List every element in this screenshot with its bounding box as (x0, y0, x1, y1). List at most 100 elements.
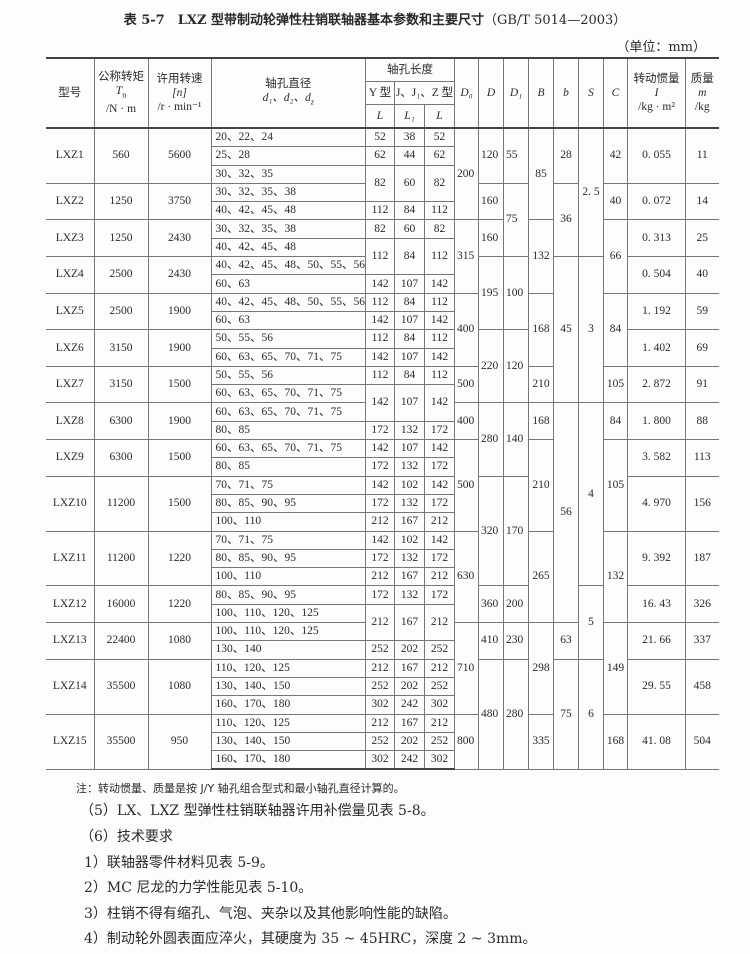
header-D0: D₀ (454, 57, 479, 129)
cell-shaft: 50、55、56 (210, 365, 366, 386)
cell-J: 202 (394, 640, 425, 660)
cell-speed: 1500 (147, 439, 212, 477)
cell-model: LXZ10 (46, 475, 95, 532)
cell-C: 132 (603, 530, 628, 624)
cell-C: 149 (603, 622, 628, 715)
cell-J: 107 (394, 347, 425, 367)
cell-J: 132 (394, 420, 425, 441)
cell-model: LXZ15 (46, 713, 95, 770)
paragraph: 3）柱销不得有缩孔、气泡、夹杂以及其他影响性能的缺陷。 (84, 906, 457, 922)
paragraph: （6）技术要求 (80, 829, 173, 845)
header-B: B (528, 57, 554, 129)
header-y-type: Y 型 (365, 81, 395, 105)
table-row: 130、140、150 252 202 252 (46, 676, 719, 697)
cell-D0: 630 (454, 530, 479, 624)
cell-D1: 120 (503, 329, 529, 404)
cell-shaft: 70、71、75 (210, 475, 366, 495)
cell-B: 265 (528, 530, 554, 624)
cell-Y: 112 (365, 201, 395, 221)
table-row: 25、28 62 44 62 (46, 146, 719, 166)
b-symbol: b (563, 87, 569, 99)
L-symbol: L (376, 110, 384, 122)
cell-Y: 172 (365, 548, 395, 569)
table-row: 100、110、120、125 212 167 212 (46, 603, 719, 642)
cell-shaft: 30、32、35、38 (210, 182, 366, 203)
cell-Y: 212 (365, 658, 395, 678)
cell-speed: 2430 (147, 256, 212, 294)
mass-symbol: m (698, 87, 707, 99)
cell-Z: 142 (424, 439, 455, 459)
cell-shaft: 80、85、90、95 (211, 548, 366, 569)
cell-torque: 560 (93, 127, 149, 184)
header-bore-length: 轴孔长度 (365, 57, 455, 82)
cell-m: 91 (685, 365, 719, 404)
torque-label: 公称转矩 (98, 70, 144, 83)
cell-D: 195 (478, 256, 504, 331)
cell-Y: 172 (365, 420, 395, 441)
header-C: C (603, 57, 628, 129)
cell-speed: 5600 (147, 127, 212, 184)
table-body: LXZ1 560 5600 20、22、24 52 38 52 200 120 55 85 28 2. … (46, 127, 719, 771)
cell-Z: 112 (424, 237, 455, 276)
cell-J: 60 (394, 219, 425, 239)
table-header: 型号 公称转矩 Tn/N · m 许用转速 [n] /r · min⁻¹ 轴孔直径 d₁… (46, 57, 719, 129)
cell-D: 480 (478, 658, 504, 770)
cell-B: 210 (528, 365, 554, 404)
cell-speed: 1500 (147, 475, 212, 532)
cell-J: 107 (394, 274, 425, 294)
cell-Z: 252 (424, 731, 455, 752)
cell-Y: 212 (365, 603, 395, 642)
cell-D1: 75 (503, 182, 529, 258)
header-shaft-diameter: 轴孔直径 d₁、d₂、dz (210, 57, 366, 129)
cell-D0: 500 (454, 439, 479, 532)
table-row: 40、42、45、48 112 84 112 (46, 237, 719, 276)
cell-shaft: 80、85、90、95 (211, 493, 366, 514)
cell-I: 0. 055 (627, 127, 686, 184)
cell-D1: 55 (503, 127, 529, 184)
cell-B: 85 (528, 127, 554, 221)
cell-m: 113 (685, 439, 719, 477)
cell-D: 410 (478, 622, 504, 660)
cell-Y: 142 (365, 384, 395, 422)
header-D1: D₁ (503, 57, 529, 129)
cell-Z: 112 (424, 365, 455, 386)
cell-shaft: 110、120、125 (210, 713, 366, 733)
cell-torque: 35500 (93, 658, 149, 715)
cell-Y: 142 (365, 475, 395, 495)
cell-Z: 82 (424, 164, 455, 203)
cell-J: 84 (394, 237, 425, 276)
cell-J: 132 (394, 585, 425, 605)
cell-J: 167 (394, 512, 425, 532)
cell-J: 132 (394, 457, 425, 477)
cell-shaft: 160、170、180 (211, 695, 366, 715)
cell-C: 84 (603, 292, 628, 367)
cell-C: 84 (603, 402, 628, 441)
cell-m: 88 (685, 402, 719, 441)
cell-shaft: 110、120、125 (210, 658, 366, 678)
cell-D1: 200 (503, 585, 529, 624)
cell-torque: 22400 (93, 622, 149, 660)
cell-D0: 500 (454, 365, 479, 404)
cell-J: 132 (394, 493, 425, 514)
cell-I: 1. 192 (627, 292, 686, 331)
table-row: LXZ6 3150 1900 50、55、56 112 84 112 220 120 1. 402… (46, 329, 719, 404)
cell-shaft: 130、140 (211, 640, 366, 660)
cell-J: 84 (394, 365, 425, 386)
cell-I: 9. 392 (627, 530, 686, 587)
cell-torque: 3150 (93, 365, 149, 404)
cell-D0: 400 (454, 402, 479, 441)
paragraph: （5）LX、LXZ 型弹性柱销联轴器许用补偿量见表 5-8。 (80, 803, 435, 819)
cell-I: 1. 402 (627, 329, 686, 367)
cell-speed: 1900 (147, 402, 212, 441)
cell-Z: 112 (424, 292, 455, 312)
cell-I: 2. 872 (627, 365, 686, 404)
cell-Z: 172 (424, 457, 455, 477)
L2-symbol: L (436, 110, 443, 122)
cell-S: 5 (578, 585, 604, 660)
cell-Z: 142 (424, 384, 455, 422)
cell-C: 105 (603, 439, 628, 532)
cell-shaft: 80、85 (211, 420, 366, 441)
cell-I: 0. 313 (627, 219, 686, 258)
header-D: D (478, 57, 504, 129)
table-row: 160、170、180 302 242 302 (46, 750, 719, 771)
